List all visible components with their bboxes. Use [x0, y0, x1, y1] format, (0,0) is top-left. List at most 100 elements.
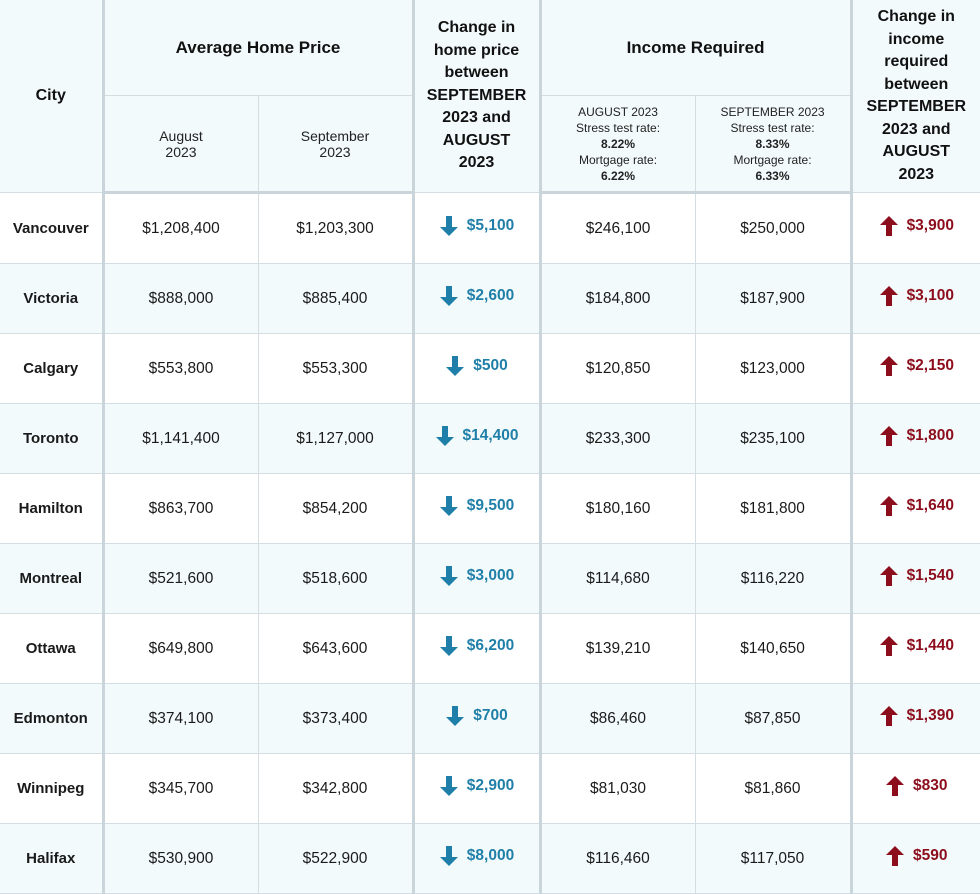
arrow-up-icon	[879, 496, 898, 516]
header-line: 2023 and	[882, 120, 951, 138]
price-change-cell-value: $8,000	[466, 847, 515, 864]
header-line: Change in	[437, 19, 516, 37]
price-change-cell-content: $2,600	[439, 285, 514, 307]
price-change-cell-content: $9,500	[439, 495, 514, 517]
income-aug-title: AUGUST 2023	[578, 104, 658, 119]
income-aug-stress-label: Stress test rate:	[576, 120, 661, 135]
price-sep-cell: $522,900	[258, 823, 415, 894]
income-aug-cell: $180,160	[540, 473, 696, 544]
income-change-cell-value: $3,100	[906, 287, 954, 304]
arrow-down-icon	[439, 286, 458, 306]
price-aug-cell: $649,800	[103, 613, 259, 684]
sep-year: 2023	[319, 143, 351, 160]
price-change-cell: $3,000	[413, 543, 542, 614]
price-change-cell: $6,200	[413, 613, 542, 684]
income-change-cell-content: $1,640	[879, 495, 954, 517]
income-aug-cell: $116,460	[540, 823, 696, 894]
income-change-cell: $1,540	[851, 543, 980, 614]
header-line: SEPTEMBER	[426, 86, 527, 104]
income-sep-cell: $81,860	[695, 753, 853, 824]
price-aug-cell: $521,600	[103, 543, 259, 614]
arrow-up-icon	[879, 356, 898, 376]
city-cell: Montreal	[0, 543, 105, 614]
income-change-cell-content: $2,150	[879, 355, 954, 377]
price-change-cell: $500	[413, 333, 542, 404]
price-change-cell-content: $6,200	[439, 635, 514, 657]
city-cell: Edmonton	[0, 683, 105, 754]
table-row: Victoria $888,000 $885,400 $2,600 $184,800 $1…	[0, 263, 980, 334]
income-aug-cell: $81,030	[540, 753, 696, 824]
price-change-cell-value: $14,400	[462, 427, 519, 444]
income-aug-header: AUGUST 2023 Stress test rate: 8.22% Mort…	[540, 95, 696, 194]
income-change-cell-content: $1,540	[879, 565, 954, 587]
income-change-cell: $2,150	[851, 333, 980, 404]
income-required-header: Income Required	[540, 0, 853, 96]
price-change-cell-value: $5,100	[466, 216, 515, 234]
arrow-up-icon	[879, 636, 898, 656]
price-change-cell: $700	[413, 683, 542, 754]
income-aug-cell: $139,210	[540, 613, 696, 684]
income-sep-cell: $181,800	[695, 473, 853, 544]
price-aug-cell: $888,000	[103, 263, 259, 334]
income-change-cell: $1,390	[851, 683, 980, 754]
income-change-cell-value: $830	[913, 777, 948, 794]
table-row: Halifax $530,900 $522,900 $8,000 $116,460 $11…	[0, 823, 980, 894]
city-cell: Winnipeg	[0, 753, 105, 824]
income-sep-stress-label: Stress test rate:	[730, 120, 815, 135]
income-change-cell: $1,800	[851, 403, 980, 474]
city-cell: Calgary	[0, 333, 105, 404]
income-change-cell: $3,900	[851, 192, 980, 264]
arrow-up-icon	[879, 706, 898, 726]
header-line: between	[884, 75, 949, 93]
income-change-cell-content: $830	[885, 775, 948, 797]
price-sep-cell: $1,203,300	[258, 192, 415, 264]
header-line: SEPTEMBER	[866, 98, 967, 115]
arrow-down-icon	[439, 636, 458, 656]
price-aug-cell: $1,141,400	[103, 403, 259, 474]
header-line: Change in	[877, 8, 955, 25]
price-aug-cell: $863,700	[103, 473, 259, 544]
price-change-cell-content: $500	[445, 355, 508, 377]
city-cell: Halifax	[0, 823, 105, 894]
arrow-down-icon	[439, 776, 458, 796]
city-cell: Victoria	[0, 263, 105, 334]
price-sep-cell: $553,300	[258, 333, 415, 404]
price-change-header: Change in home price between SEPTEMBER 2023 …	[413, 0, 542, 193]
price-change-cell-value: $700	[473, 707, 508, 724]
price-aug-cell: $530,900	[103, 823, 259, 894]
price-change-cell-value: $3,000	[466, 567, 515, 584]
income-change-cell-value: $1,440	[906, 637, 954, 654]
header-line: income	[888, 30, 945, 48]
price-change-cell-value: $2,600	[466, 287, 515, 304]
income-change-cell-content: $3,100	[879, 285, 954, 307]
header-line: 2023	[458, 154, 495, 172]
price-aug-cell: $374,100	[103, 683, 259, 754]
income-change-cell-value: $1,390	[906, 707, 954, 724]
income-change-cell-content: $3,900	[879, 215, 954, 237]
arrow-up-icon	[886, 776, 905, 796]
income-change-cell: $1,440	[851, 613, 980, 684]
price-change-cell-value: $500	[473, 357, 508, 374]
income-change-cell-content: $1,440	[879, 635, 954, 657]
income-sep-cell: $250,000	[695, 192, 853, 264]
table-row: Ottawa $649,800 $643,600 $6,200 $139,210 $140…	[0, 613, 980, 684]
arrow-down-icon	[439, 215, 458, 236]
city-cell: Hamilton	[0, 473, 105, 544]
income-sep-mortgage-label: Mortgage rate:	[733, 152, 812, 167]
table-row: Montreal $521,600 $518,600 $3,000 $114,680 $1…	[0, 543, 980, 614]
price-aug-cell: $1,208,400	[103, 192, 259, 264]
price-change-cell-value: $9,500	[466, 497, 515, 514]
income-aug-cell: $246,100	[540, 192, 696, 264]
income-change-cell: $830	[851, 753, 980, 824]
arrow-up-icon	[879, 286, 898, 306]
income-sep-header: SEPTEMBER 2023 Stress test rate: 8.33% M…	[695, 95, 853, 194]
price-change-cell-value: $6,200	[466, 637, 515, 654]
price-aug-cell: $345,700	[103, 753, 259, 824]
price-sep-cell: $854,200	[258, 473, 415, 544]
price-sep-cell: $885,400	[258, 263, 415, 334]
price-change-cell-content: $3,000	[439, 565, 514, 587]
arrow-down-icon	[439, 496, 458, 516]
arrow-down-icon	[446, 356, 465, 376]
header-line: between	[444, 64, 509, 82]
